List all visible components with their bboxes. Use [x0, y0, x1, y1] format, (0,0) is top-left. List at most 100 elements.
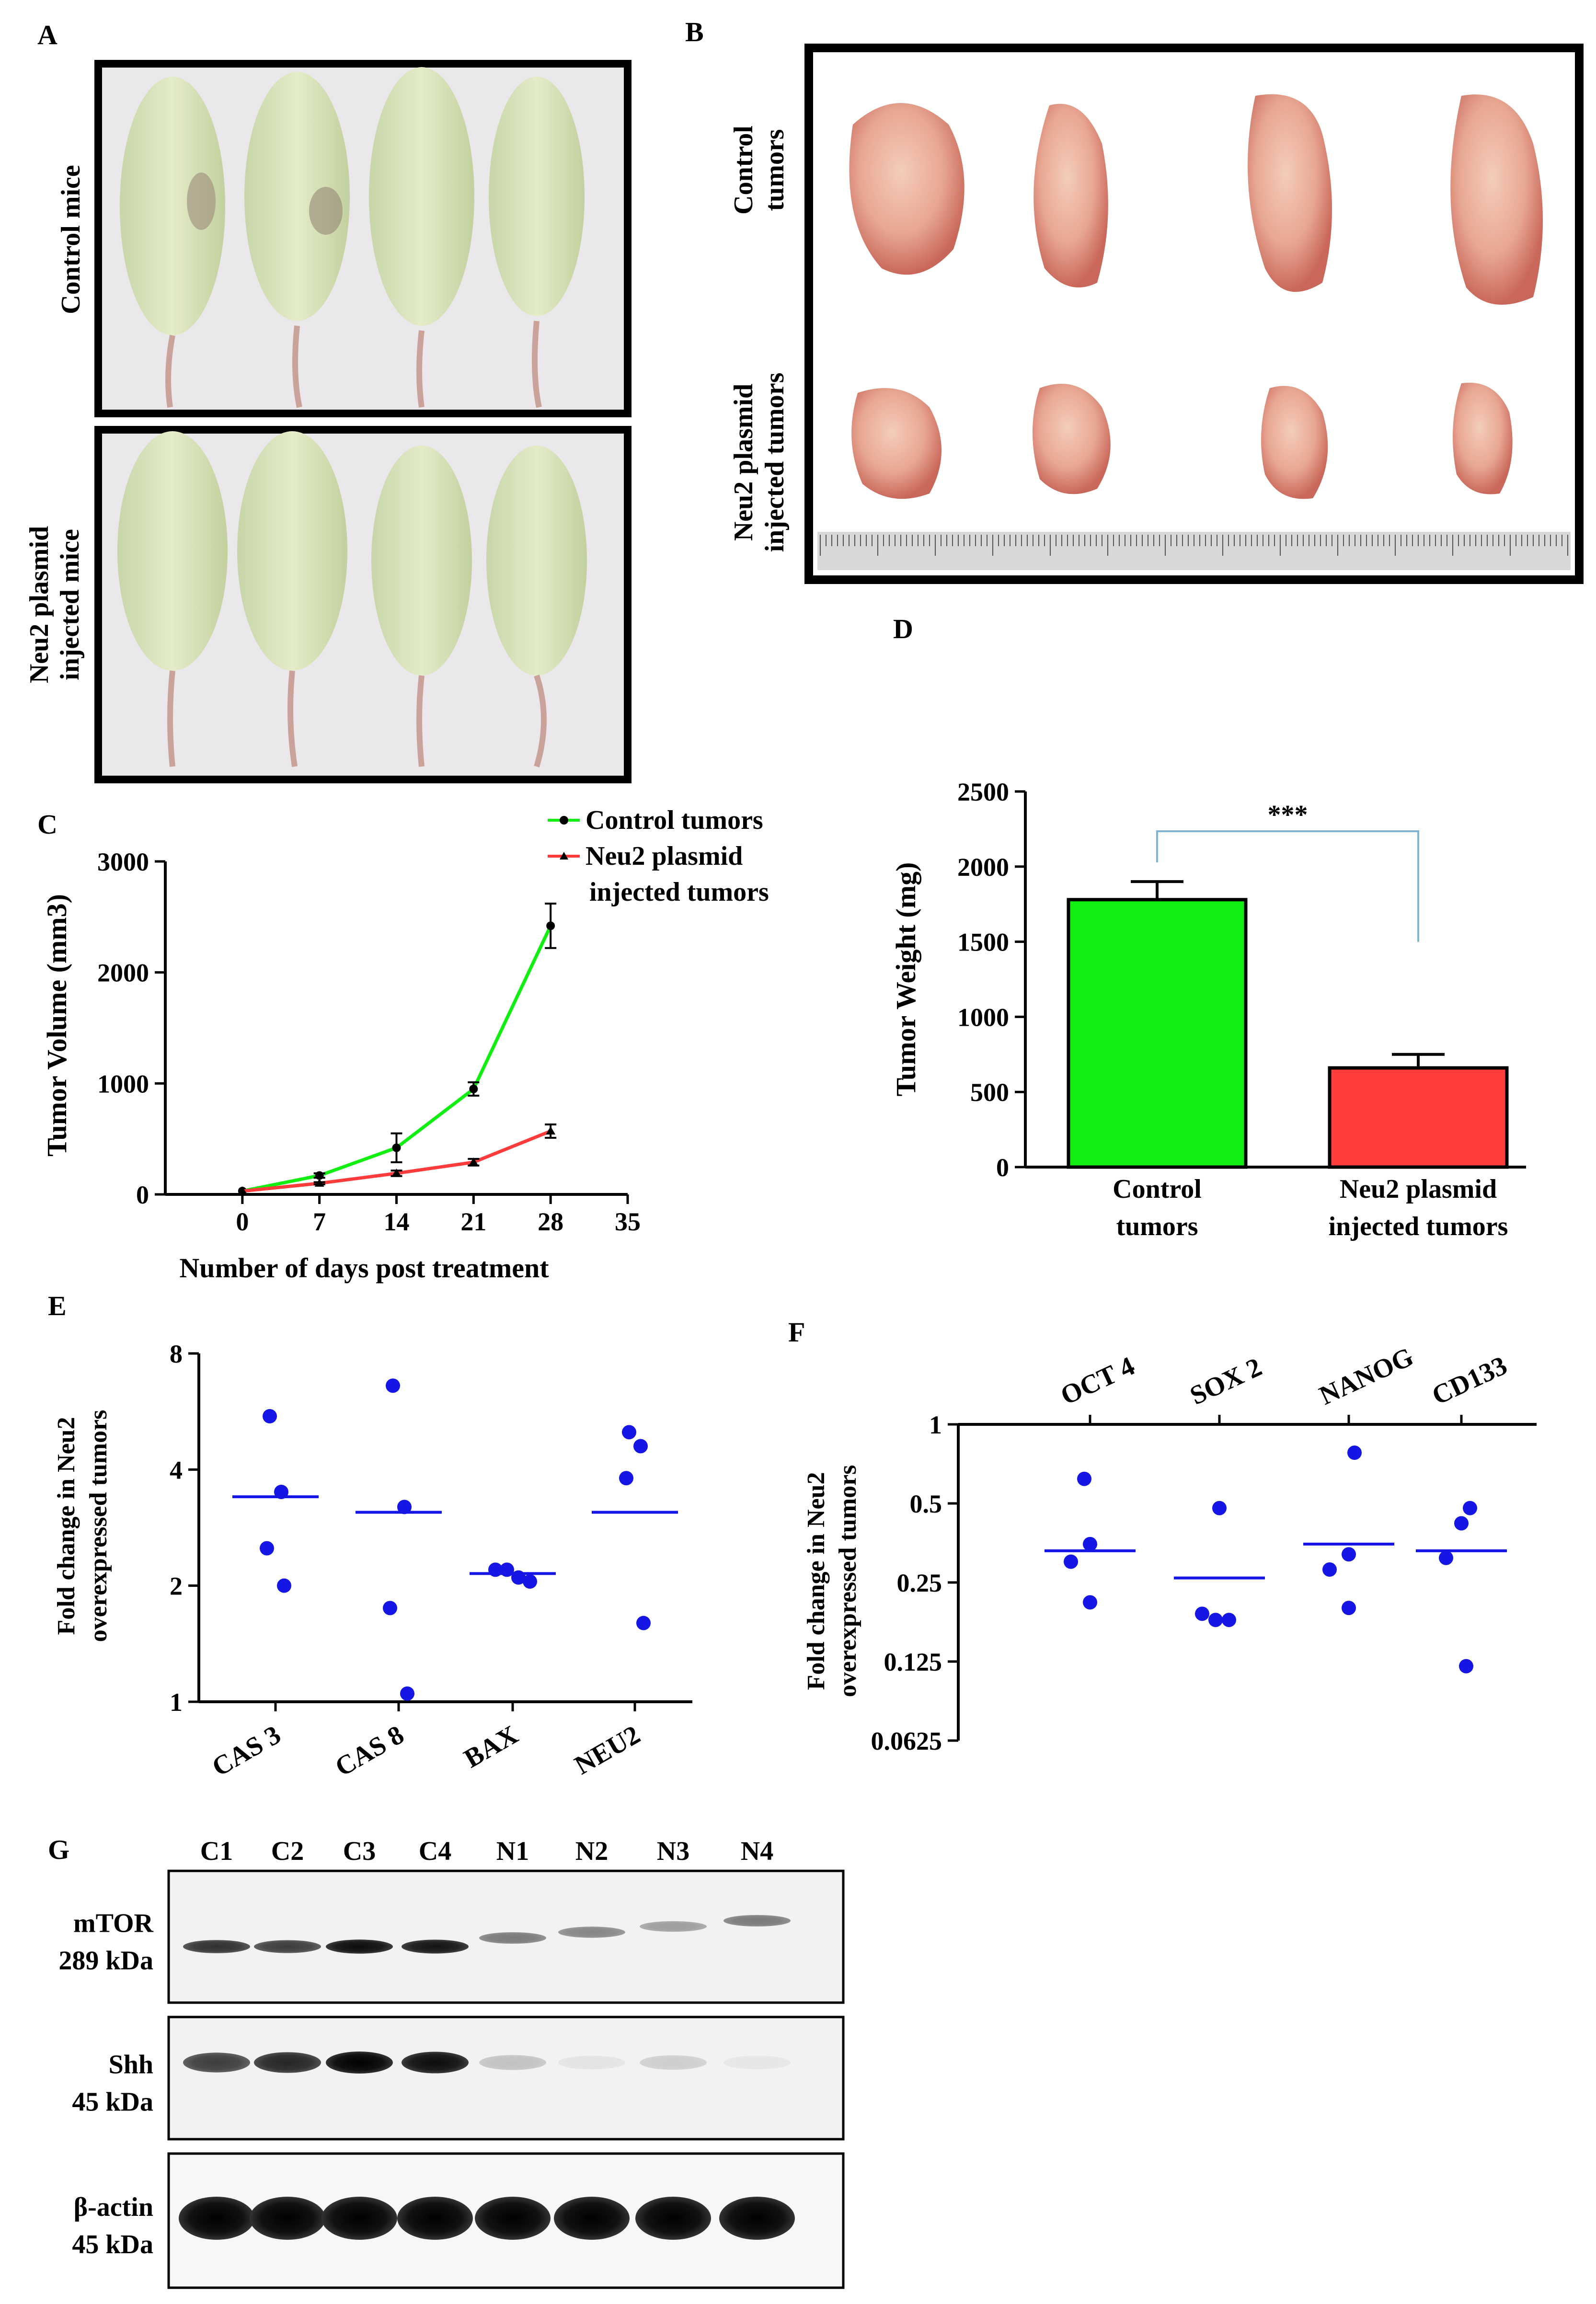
e-data-point: [274, 1485, 288, 1500]
g-blots: mTOR 289 kDa Shh 45 kDa β-actin 45 kDa: [58, 1869, 845, 2289]
legend-control-marker: [560, 816, 568, 825]
c-y-tick-label: 0: [136, 1181, 149, 1209]
blot-band: [321, 2197, 397, 2240]
tumors-photo: [804, 44, 1584, 584]
c-x-ticks: 0 7 14 21 28 35: [236, 1194, 641, 1236]
legend-control-label: Control tumors: [586, 805, 763, 835]
c-x-tick-label: 35: [615, 1207, 641, 1236]
c-x-tick-label: 0: [236, 1207, 249, 1236]
lane-label: N3: [657, 1836, 689, 1866]
d-y-ticks: 0 500 1000 1500 2000 2500: [957, 778, 1025, 1182]
neu2-bar: [1328, 1066, 1509, 1169]
e-y-axis-label-line2: overexpressed tumors: [85, 1410, 112, 1642]
d-category-label: tumors: [1116, 1212, 1198, 1241]
f-data-point: [1454, 1516, 1469, 1531]
f-data-point: [1083, 1536, 1097, 1551]
e-data-point: [619, 1471, 633, 1486]
d-y-axis-label: Tumor Weight (mg): [890, 862, 921, 1097]
panel-letter-g: G: [48, 1834, 69, 1865]
f-y-tick-label: 0.125: [884, 1648, 942, 1676]
f-y-tick-label: 1: [929, 1410, 942, 1439]
f-category-label: SOX 2: [1185, 1352, 1266, 1411]
e-data-point: [633, 1439, 648, 1454]
f-data-point: [1064, 1554, 1078, 1569]
blot-band: [326, 1939, 393, 1954]
blot-band: [402, 1939, 469, 1954]
control-tumors-illustration: [849, 94, 1543, 305]
f-category-label: CD133: [1427, 1351, 1512, 1411]
blot-band: [475, 2197, 551, 2240]
ruler: [817, 532, 1571, 570]
blot-band: [554, 2197, 630, 2240]
f-data-point: [1222, 1613, 1236, 1628]
f-y-tick-label: 0.0625: [871, 1727, 942, 1755]
panel-f: F 0.0625 0.125 0.25 0.5 1 OCT 4 SOX 2 NANOG CD1…: [788, 1317, 1537, 1755]
f-data-point: [1439, 1550, 1453, 1565]
control-data-point: [392, 1143, 401, 1152]
f-data-point: [1322, 1562, 1337, 1577]
panel-b: B Control tumors Neu2 plasmid injec: [685, 16, 1584, 584]
blot-band: [558, 2055, 625, 2070]
f-y-axis-label-line2: overexpressed tumors: [834, 1465, 861, 1697]
blot-band: [402, 2052, 469, 2074]
e-category-label: CAS 3: [207, 1720, 286, 1783]
control-tumors-label-line2: tumors: [760, 129, 790, 211]
c-x-tick-label: 21: [460, 1207, 486, 1236]
g-lane-labels: C1 C2 C3 C4 N1 N2 N3 N4: [200, 1836, 773, 1866]
c-y-tick-label: 1000: [97, 1069, 149, 1098]
panel-letter-c: C: [37, 809, 57, 840]
lane-label: N2: [575, 1836, 608, 1866]
e-data-point: [397, 1500, 412, 1514]
d-category-label: Neu2 plasmid: [1340, 1174, 1497, 1204]
c-y-tick-label: 3000: [97, 848, 149, 876]
f-category-label: NANOG: [1315, 1341, 1418, 1410]
e-category-label: CAS 8: [330, 1720, 409, 1783]
lane-label: C1: [200, 1836, 233, 1866]
legend-neu2-label-line1: Neu2 plasmid: [586, 841, 743, 871]
f-y-tick-label: 0.5: [910, 1490, 942, 1518]
legend-neu2-marker: [560, 852, 568, 860]
d-category-label: injected tumors: [1329, 1212, 1508, 1241]
c-x-tick-label: 14: [384, 1207, 410, 1236]
f-data-point: [1077, 1471, 1091, 1486]
e-data-point: [263, 1409, 277, 1423]
blot-size-label: 45 kDa: [72, 2087, 153, 2117]
f-data-point: [1342, 1601, 1356, 1616]
f-data-point: [1342, 1547, 1356, 1562]
blot-protein-label: mTOR: [73, 1909, 154, 1938]
lane-label: C3: [343, 1836, 376, 1866]
f-data-point: [1459, 1659, 1473, 1674]
d-y-tick-label: 2500: [957, 778, 1009, 806]
neu2-tumors-illustration: [851, 382, 1513, 499]
e-y-tick-label: 1: [170, 1688, 183, 1717]
significance-bracket: [1156, 830, 1419, 942]
blot-band: [723, 1915, 791, 1926]
lane-label: C4: [419, 1836, 451, 1866]
f-points: [1045, 1445, 1507, 1674]
d-bars: Control tumors Neu2 plasmid injected tumors: [1067, 880, 1509, 1241]
f-data-point: [1212, 1501, 1227, 1515]
e-category-label: BAX: [459, 1720, 523, 1774]
control-tumors-label-line1: Control: [729, 126, 758, 215]
panel-g: G C1 C2 C3 C4 N1 N2 N3 N4 mTOR 289 kDa Shh 45 kDa β…: [48, 1834, 845, 2289]
e-category-label: NEU2: [570, 1720, 645, 1781]
d-y-tick-label: 0: [996, 1153, 1009, 1182]
blot-band: [635, 2197, 711, 2240]
lane-label: C2: [271, 1836, 304, 1866]
blot-band: [723, 2055, 791, 2070]
panel-letter-f: F: [788, 1317, 805, 1348]
d-category-label: Control: [1113, 1174, 1202, 1204]
control-bar: [1067, 898, 1248, 1169]
panel-letter-d: D: [893, 613, 913, 644]
e-data-point: [400, 1686, 414, 1701]
blot-band: [183, 2052, 250, 2073]
control-data-point: [315, 1171, 324, 1180]
panel-c: C 0 1000 2000 3000 0 7 14 21 28 35 Tumor Volume …: [37, 805, 769, 1284]
c-x-axis-label: Number of days post treatment: [179, 1252, 549, 1284]
lane-label: N4: [741, 1836, 773, 1866]
blot-band: [558, 1926, 625, 1938]
control-data-point: [469, 1084, 478, 1093]
neu2-data-point: [237, 1186, 247, 1195]
e-data-point: [523, 1574, 537, 1589]
